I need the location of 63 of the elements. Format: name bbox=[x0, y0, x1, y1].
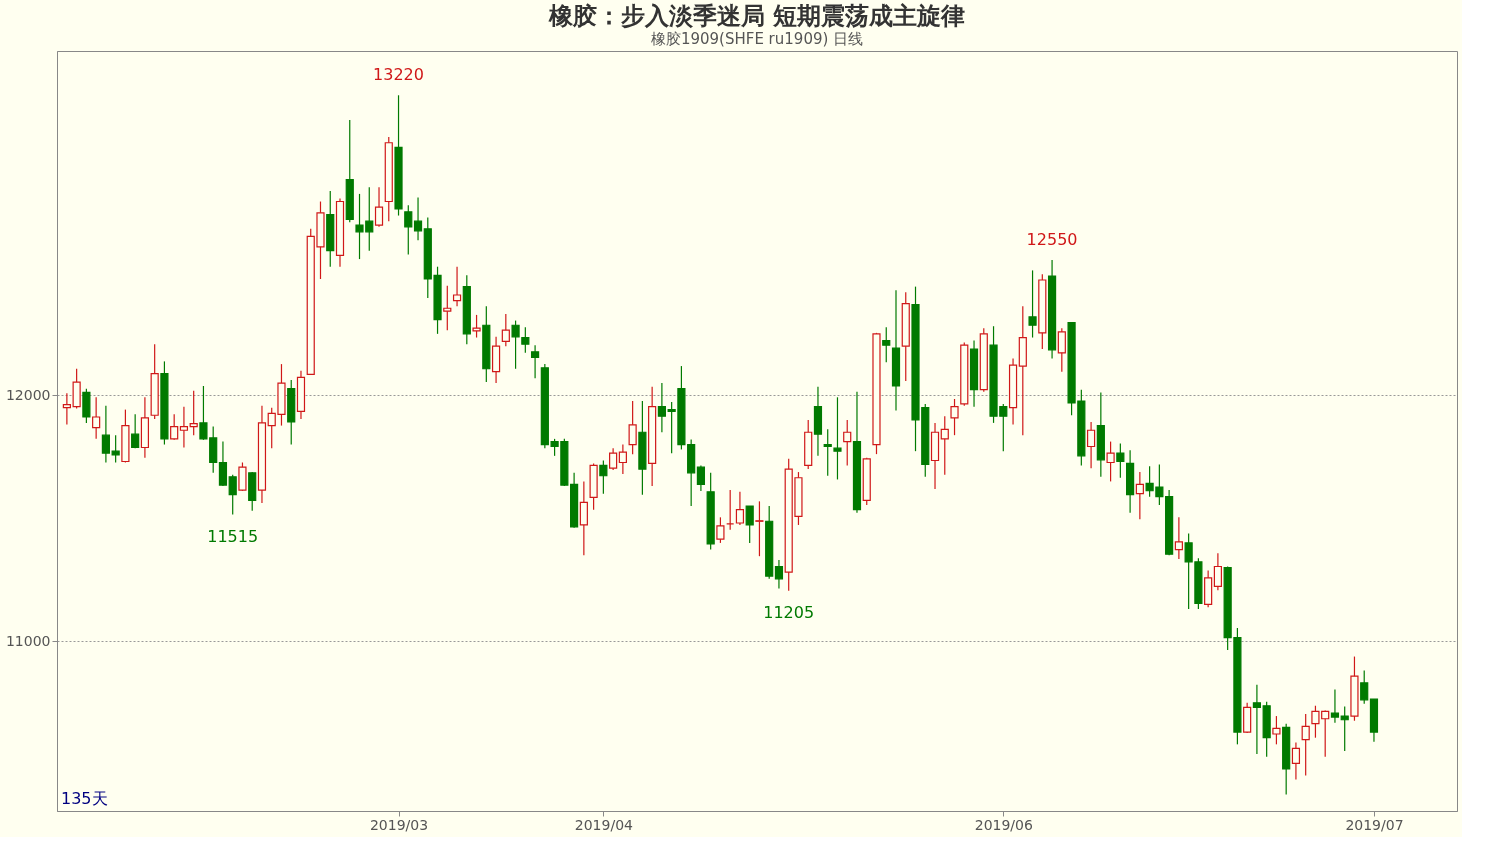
annotation: 135天 bbox=[61, 789, 108, 808]
candlestick bbox=[696, 464, 706, 492]
candlestick bbox=[413, 196, 423, 241]
chart-subtitle: 橡胶1909(SHFE ru1909) 日线 bbox=[650, 30, 864, 48]
candlestick bbox=[170, 413, 179, 441]
candlestick bbox=[238, 461, 247, 492]
candlestick bbox=[452, 266, 462, 307]
candlestick bbox=[599, 459, 608, 495]
candlestick bbox=[940, 415, 949, 476]
candlestick bbox=[1340, 705, 1349, 752]
candlestick bbox=[228, 474, 237, 516]
candlestick bbox=[609, 447, 618, 471]
y-tick-label: 11000 bbox=[5, 632, 51, 649]
candlestick bbox=[735, 491, 745, 526]
annotation: 12550 bbox=[1026, 230, 1078, 250]
candlestick bbox=[189, 390, 198, 436]
candlestick bbox=[1116, 442, 1125, 479]
candlestick bbox=[774, 559, 784, 590]
candlestick bbox=[843, 419, 852, 467]
candlestick bbox=[92, 396, 101, 440]
candlestick bbox=[443, 285, 452, 331]
candlestick bbox=[501, 313, 510, 347]
candlestick bbox=[1291, 742, 1301, 781]
candlestick bbox=[745, 505, 754, 544]
candlestick bbox=[218, 440, 228, 487]
candlestick bbox=[1086, 421, 1096, 469]
candlestick bbox=[511, 319, 520, 370]
candlestick bbox=[950, 398, 959, 436]
candlestick bbox=[579, 480, 588, 556]
candlestick bbox=[374, 186, 384, 228]
candlestick bbox=[833, 396, 842, 481]
candlestick bbox=[131, 413, 140, 449]
annotation: 11205 bbox=[763, 602, 815, 622]
candlestick bbox=[1028, 269, 1037, 339]
x-tick-label: 2019/04 bbox=[574, 816, 634, 833]
candlestick bbox=[1057, 327, 1066, 373]
candlestick bbox=[716, 516, 725, 544]
candlestick bbox=[1135, 471, 1144, 520]
candlestick bbox=[1106, 440, 1115, 483]
candlestick bbox=[404, 204, 413, 255]
x-tick-label: 2019/06 bbox=[974, 816, 1033, 833]
candlestick bbox=[179, 406, 189, 449]
candlestick bbox=[618, 443, 627, 475]
candlestick bbox=[1174, 516, 1183, 560]
x-tick-label: 2019/07 bbox=[1345, 816, 1404, 833]
candlestick bbox=[1213, 552, 1222, 591]
annotation: 13220 bbox=[373, 65, 424, 85]
candlestick bbox=[1252, 684, 1262, 755]
candlestick bbox=[521, 326, 530, 354]
candlestick bbox=[1360, 669, 1369, 705]
candlestick bbox=[882, 326, 891, 363]
chart-title: 橡胶：步入淡季迷局 短期震荡成主旋律 bbox=[547, 2, 966, 30]
candlestick bbox=[628, 400, 637, 455]
candlestick bbox=[530, 344, 540, 379]
candlestick bbox=[1301, 713, 1310, 777]
annotation: 11515 bbox=[207, 526, 259, 546]
x-tick-label: 2019/03 bbox=[369, 816, 429, 833]
candlestick bbox=[823, 428, 832, 477]
candlestick bbox=[1272, 715, 1281, 745]
y-tick-label: 12000 bbox=[5, 386, 51, 403]
candlestick bbox=[472, 314, 481, 339]
candlestick bbox=[1330, 688, 1340, 724]
candlestick bbox=[755, 500, 764, 557]
